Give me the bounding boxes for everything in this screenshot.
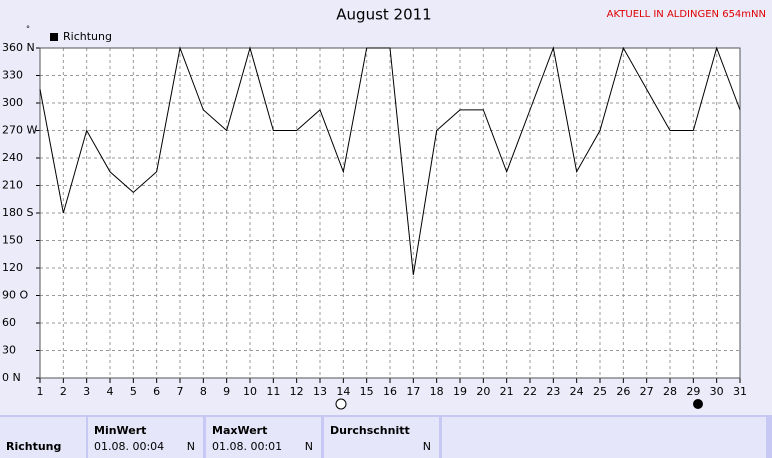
y-tick-label: 360 N bbox=[2, 41, 35, 54]
x-tick-label: 17 bbox=[406, 385, 420, 398]
chart: August 2011 AKTUELL IN ALDINGEN 654mNN °… bbox=[2, 6, 766, 410]
y-tick-label: 270 W bbox=[2, 124, 37, 137]
y-tick-label: 90 O bbox=[2, 289, 28, 302]
y-tick-label: 60 bbox=[2, 316, 16, 329]
x-tick-label: 8 bbox=[200, 385, 207, 398]
x-tick-label: 24 bbox=[570, 385, 584, 398]
cell: MinWert 01.08. 00:04 N bbox=[88, 417, 203, 458]
x-tick-label: 14 bbox=[336, 385, 350, 398]
x-tick-label: 5 bbox=[130, 385, 137, 398]
x-tick-label: 27 bbox=[640, 385, 654, 398]
row-label: Richtung bbox=[6, 440, 62, 453]
x-tick-label: 26 bbox=[616, 385, 630, 398]
x-tick-label: 13 bbox=[313, 385, 327, 398]
x-tick-label: 28 bbox=[663, 385, 677, 398]
cell: MaxWert 01.08. 00:01 N bbox=[206, 417, 321, 458]
x-tick-label: 25 bbox=[593, 385, 607, 398]
y-tick-label: 240 bbox=[2, 151, 23, 164]
x-tick-label: 3 bbox=[83, 385, 90, 398]
x-tick-label: 18 bbox=[430, 385, 444, 398]
cell: Durchschnitt N bbox=[324, 417, 439, 458]
header: MaxWert bbox=[212, 424, 268, 437]
y-tick-label: 30 bbox=[2, 344, 16, 357]
x-tick-label: 20 bbox=[476, 385, 490, 398]
new-moon-icon bbox=[693, 399, 703, 409]
y-tick-label: 300 bbox=[2, 96, 23, 109]
summary-table: Richtung MinWert 01.08. 00:04 N MaxWert 01.… bbox=[0, 415, 772, 458]
header: MinWert bbox=[94, 424, 147, 437]
x-tick-label: 1 bbox=[37, 385, 44, 398]
x-tick-label: 4 bbox=[107, 385, 114, 398]
cell bbox=[442, 417, 766, 458]
y-tick-label: 330 bbox=[2, 69, 23, 82]
direction: N bbox=[304, 440, 313, 453]
x-tick-label: 22 bbox=[523, 385, 537, 398]
data-line bbox=[39, 46, 741, 275]
chart-title: August 2011 bbox=[336, 6, 431, 24]
legend-label: Richtung bbox=[63, 30, 112, 43]
x-tick-label: 19 bbox=[453, 385, 467, 398]
x-tick-label: 21 bbox=[500, 385, 514, 398]
x-tick-label: 15 bbox=[360, 385, 374, 398]
y-tick-label: 150 bbox=[2, 234, 23, 247]
x-tick-label: 16 bbox=[383, 385, 397, 398]
x-tick-label: 6 bbox=[153, 385, 160, 398]
x-tick-label: 10 bbox=[243, 385, 257, 398]
value: 01.08. 00:01 bbox=[212, 440, 283, 453]
direction: N bbox=[186, 440, 195, 453]
x-tick-label: 30 bbox=[710, 385, 724, 398]
header: Durchschnitt bbox=[330, 424, 410, 437]
y-unit: ° bbox=[26, 25, 30, 34]
y-tick-label: 210 bbox=[2, 179, 23, 192]
direction: N bbox=[422, 440, 431, 453]
legend-swatch bbox=[50, 33, 58, 41]
x-tick-label: 23 bbox=[546, 385, 560, 398]
x-tick-label: 12 bbox=[290, 385, 304, 398]
x-tick-label: 11 bbox=[266, 385, 280, 398]
y-tick-label: 120 bbox=[2, 261, 23, 274]
x-tick-label: 7 bbox=[177, 385, 184, 398]
x-tick-label: 9 bbox=[223, 385, 230, 398]
x-tick-label: 31 bbox=[733, 385, 747, 398]
full-moon-icon bbox=[335, 398, 347, 410]
y-tick-label: 0 N bbox=[2, 371, 21, 384]
value: 01.08. 00:04 bbox=[94, 440, 165, 453]
x-tick-label: 2 bbox=[60, 385, 67, 398]
x-tick-label: 29 bbox=[686, 385, 700, 398]
annotation: AKTUELL IN ALDINGEN 654mNN bbox=[607, 9, 766, 20]
y-tick-label: 180 S bbox=[2, 206, 33, 219]
row-label-cell: Richtung bbox=[0, 417, 86, 458]
